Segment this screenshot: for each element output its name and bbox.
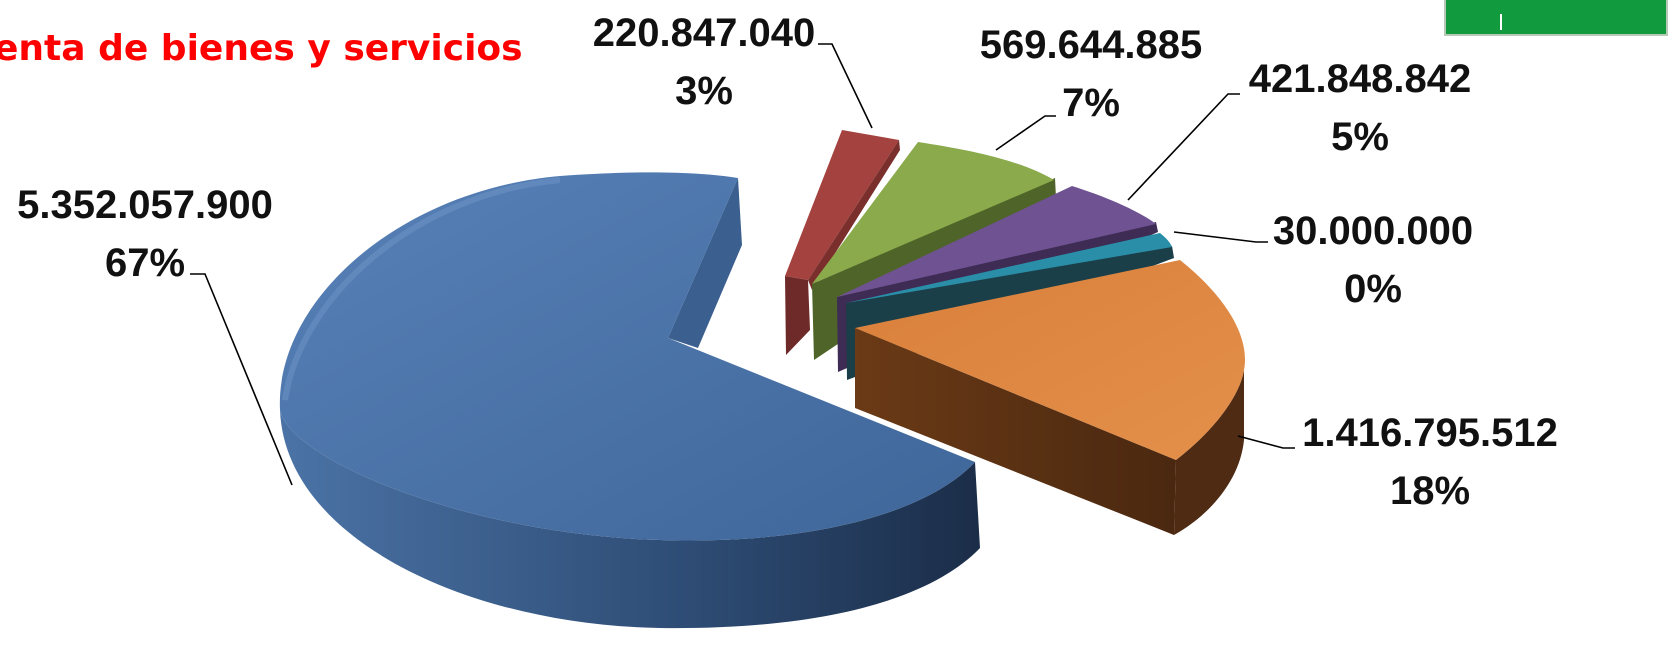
leader-line-1 [190, 273, 293, 486]
data-label-6-pct: 18% [1390, 469, 1470, 513]
pie-slice-4 [837, 186, 1156, 297]
pie-slice-1-inner-face [668, 178, 742, 348]
corner-glyph [1500, 14, 1502, 30]
pie-slice-2-side [785, 276, 810, 355]
data-label-2-pct: 3% [675, 69, 733, 113]
pie-slice-2 [785, 130, 899, 280]
pie-slice-6 [855, 260, 1246, 460]
data-label-2-value: 220.847.040 [593, 11, 815, 55]
leader-line-2 [818, 43, 873, 129]
data-label-5-value: 30.000.000 [1273, 209, 1473, 253]
pie-slice-2-edge [808, 140, 900, 290]
corner-button[interactable] [1444, 0, 1668, 36]
pie-slice-6-side [855, 328, 1176, 535]
pie-slice-6-outer-side [1174, 370, 1244, 535]
data-label-3-value: 569.644.885 [980, 23, 1202, 67]
pie-slice-1-side [280, 410, 980, 629]
pie-slice-1-rim [282, 177, 561, 401]
pie-slice-1 [279, 172, 975, 541]
data-label-1-pct: 67% [105, 241, 185, 285]
data-label-3-pct: 7% [1062, 81, 1120, 125]
chart-title: enta de bienes y servicios [0, 28, 523, 69]
leader-line-4 [1127, 93, 1240, 201]
data-label-1-value: 5.352.057.900 [17, 183, 273, 227]
data-label-6-value: 1.416.795.512 [1302, 411, 1558, 455]
leader-line-3 [995, 115, 1056, 151]
data-label-5-pct: 0% [1344, 267, 1402, 311]
data-label-4-value: 421.848.842 [1249, 57, 1471, 101]
pie-slice-5 [846, 233, 1172, 303]
pie-slice-3 [812, 142, 1054, 284]
data-label-4-pct: 5% [1331, 115, 1389, 159]
leader-line-5 [1173, 231, 1268, 243]
leader-line-6 [1237, 435, 1295, 449]
